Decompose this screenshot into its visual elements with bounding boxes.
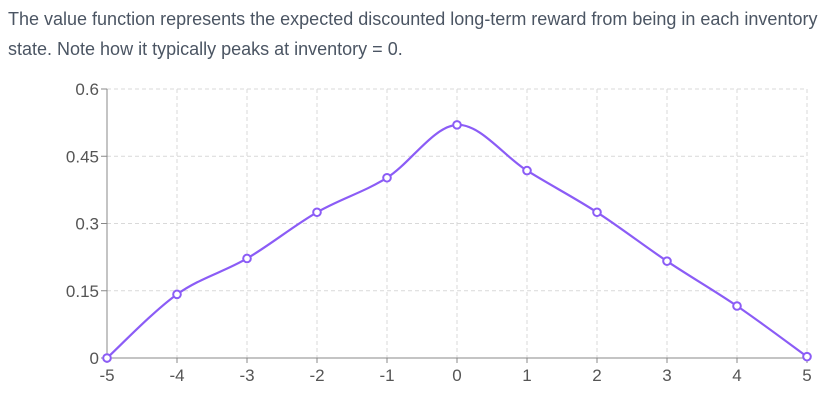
x-tick-label: 3 bbox=[662, 366, 671, 385]
data-point bbox=[312, 207, 322, 218]
data-point bbox=[522, 165, 532, 176]
y-tick-label: 0.3 bbox=[75, 215, 99, 234]
x-tick-label: -3 bbox=[239, 366, 254, 385]
series-layer bbox=[102, 120, 812, 363]
data-point bbox=[802, 351, 812, 362]
x-tick-label: -4 bbox=[169, 366, 184, 385]
data-point bbox=[172, 289, 182, 300]
data-point bbox=[732, 301, 742, 311]
chart-description: The value function represents the expect… bbox=[8, 9, 818, 59]
y-tick-label: 0.15 bbox=[66, 282, 99, 301]
data-point bbox=[592, 207, 602, 218]
x-tick-label: 2 bbox=[592, 366, 601, 385]
data-point bbox=[452, 120, 462, 130]
x-tick-label: 4 bbox=[732, 366, 741, 385]
x-tick-label: -1 bbox=[379, 366, 394, 385]
y-tick-label: 0.6 bbox=[75, 80, 99, 99]
x-tick-label: 0 bbox=[452, 366, 461, 385]
x-tick-label: -2 bbox=[309, 366, 324, 385]
data-point bbox=[662, 256, 672, 266]
axes bbox=[101, 88, 808, 363]
y-tick-label: 0.45 bbox=[66, 147, 99, 166]
x-tick-label: 5 bbox=[802, 366, 811, 385]
x-tick-label: 1 bbox=[522, 366, 531, 385]
data-point bbox=[242, 253, 252, 264]
x-tick-label: -5 bbox=[99, 366, 114, 385]
tick-labels: -5 -4 -3 -2 -1 0 1 2 3 4 5 0 0.15 0.3 0.45 0.6 bbox=[66, 80, 812, 385]
data-point bbox=[382, 172, 392, 183]
y-tick-label: 0 bbox=[90, 349, 99, 368]
data-point bbox=[102, 353, 112, 363]
grid bbox=[107, 88, 808, 358]
